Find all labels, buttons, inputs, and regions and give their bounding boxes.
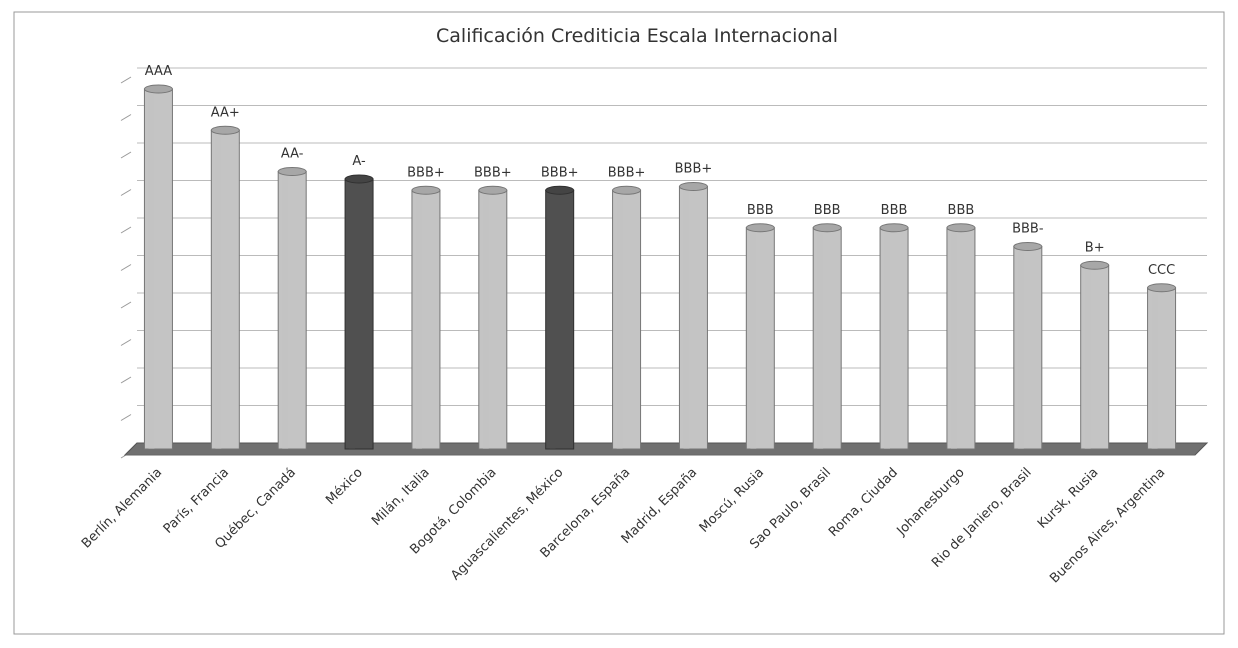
bar [812, 227, 842, 450]
y-tick [120, 264, 132, 271]
bar [545, 189, 575, 450]
value-label: BBB [747, 203, 774, 218]
value-label: BBB [814, 203, 841, 218]
value-label: BBB- [1012, 222, 1044, 237]
bar-highlight [1017, 246, 1024, 449]
bar-top [277, 167, 307, 176]
bar-highlight [482, 190, 489, 449]
bar-highlight [1084, 265, 1091, 449]
bar-top [143, 84, 173, 94]
y-tick [120, 151, 132, 159]
bar-highlight [884, 227, 891, 449]
bar-top [545, 185, 575, 195]
bar [879, 227, 909, 450]
bar-top [210, 125, 240, 135]
y-tick [120, 189, 132, 196]
bar [1013, 246, 1043, 450]
bar [277, 171, 307, 450]
bar [478, 189, 508, 450]
bar-top [411, 185, 441, 195]
bar-top [344, 174, 374, 184]
bar-highlight [1151, 287, 1158, 449]
bar-highlight [817, 227, 824, 449]
value-label: BBB+ [608, 165, 646, 180]
bar-top [812, 223, 842, 233]
bar [745, 227, 775, 450]
value-label: AA+ [211, 105, 240, 120]
value-label: BBB+ [474, 165, 512, 180]
value-label: BBB+ [675, 162, 713, 177]
bar [946, 227, 976, 450]
value-label: AA- [281, 147, 304, 162]
bar [612, 189, 642, 450]
bar-highlight [415, 190, 422, 449]
bar-top [879, 223, 909, 233]
y-tick [120, 339, 132, 346]
value-label: A- [352, 154, 366, 169]
value-label: CCC [1148, 263, 1175, 278]
value-label: BBB+ [541, 165, 579, 180]
y-tick [120, 376, 132, 384]
value-label: BBB [881, 203, 908, 218]
y-tick [120, 414, 132, 421]
bar-top [678, 182, 708, 191]
value-label: BBB [948, 203, 975, 218]
bar-highlight [683, 186, 690, 449]
chart-title: Calificación Crediticia Escala Internaci… [436, 25, 838, 47]
y-tick [120, 114, 132, 121]
bar-highlight [148, 89, 155, 449]
value-label: B+ [1085, 240, 1105, 255]
bar-top [745, 223, 775, 233]
bar [344, 178, 374, 450]
y-tick [120, 301, 132, 309]
bar-top [478, 185, 508, 195]
y-tick [120, 76, 132, 84]
bar-top [1013, 242, 1043, 251]
bar [1080, 264, 1110, 450]
bar [210, 129, 240, 450]
bar-top [612, 185, 642, 195]
bar-highlight [215, 130, 222, 449]
value-label: AAA [145, 64, 173, 79]
bar [143, 88, 173, 450]
bar-top [946, 223, 976, 233]
y-tick [120, 226, 132, 234]
bar-top [1080, 260, 1110, 270]
bar-top [1147, 283, 1177, 293]
bar [1147, 287, 1177, 450]
bar-highlight [282, 171, 289, 449]
bar-highlight [750, 227, 757, 449]
bar-highlight [549, 190, 556, 449]
bar-highlight [616, 190, 623, 449]
bar-highlight [950, 227, 957, 449]
bar-highlight [349, 179, 356, 449]
value-label: BBB+ [407, 165, 445, 180]
